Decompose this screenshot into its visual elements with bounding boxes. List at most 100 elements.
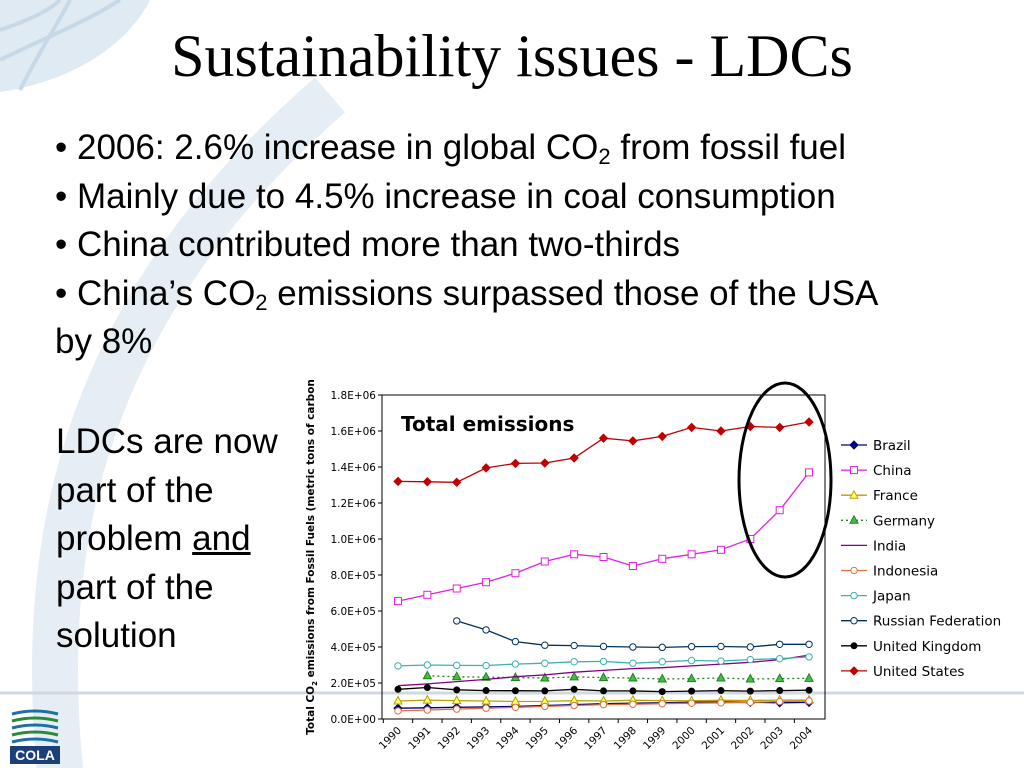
legend-label: China bbox=[873, 463, 912, 479]
data-point-china bbox=[775, 506, 784, 515]
y-tick-label: 4.0E+05 bbox=[331, 642, 377, 654]
x-tick-label: 1997 bbox=[582, 725, 609, 752]
data-point-germany bbox=[657, 673, 668, 683]
data-point-united-states bbox=[716, 426, 726, 436]
bullet-item: • China contributed more than two-thirds bbox=[55, 221, 1005, 270]
data-point-united-kingdom bbox=[453, 686, 461, 694]
data-point-japan bbox=[599, 657, 608, 666]
data-point-china bbox=[716, 545, 725, 554]
chart-title: Total emissions bbox=[401, 412, 574, 436]
data-point-united-states bbox=[540, 458, 550, 468]
x-tick-label: 1996 bbox=[553, 724, 581, 752]
data-point-japan bbox=[687, 656, 696, 665]
bullet-text: • 2006: 2.6% increase in global CO bbox=[55, 128, 599, 167]
legend-label: France bbox=[873, 488, 918, 504]
bullet-subscript: 2 bbox=[598, 144, 611, 169]
data-point-germany bbox=[628, 672, 638, 682]
x-tick-label: 1992 bbox=[435, 725, 462, 752]
legend-swatch-marker bbox=[850, 466, 858, 475]
data-point-indonesia bbox=[658, 700, 666, 708]
x-tick-label: 1991 bbox=[406, 725, 433, 752]
data-point-united-kingdom bbox=[541, 687, 549, 695]
cola-logo: COLA bbox=[10, 709, 60, 764]
data-point-russian-federation bbox=[570, 641, 578, 650]
data-point-russian-federation bbox=[717, 642, 725, 651]
legend-label: Russian Federation bbox=[873, 614, 1001, 630]
data-point-united-kingdom bbox=[629, 687, 637, 695]
legend-label: India bbox=[873, 538, 906, 554]
data-point-japan bbox=[746, 655, 755, 664]
data-point-china bbox=[599, 553, 608, 561]
data-point-russian-federation bbox=[775, 640, 784, 648]
legend-label: United Kingdom bbox=[873, 639, 981, 655]
y-tick-label: 1.4E+06 bbox=[331, 462, 377, 474]
data-point-indonesia bbox=[775, 697, 784, 706]
y-axis-label-subscript: 2 bbox=[311, 681, 319, 686]
globe-corner bbox=[0, 0, 150, 92]
bullet-text-tail: from fossil fuel bbox=[610, 128, 847, 167]
data-point-germany bbox=[481, 671, 491, 681]
legend-label: United States bbox=[873, 664, 964, 680]
data-point-indonesia bbox=[423, 706, 432, 714]
legend-swatch-marker bbox=[850, 617, 858, 625]
data-point-united-states bbox=[598, 433, 609, 443]
data-point-japan bbox=[805, 653, 813, 661]
data-point-japan bbox=[658, 658, 666, 666]
data-point-japan bbox=[717, 657, 725, 665]
data-point-china bbox=[658, 554, 667, 563]
data-point-indonesia bbox=[482, 704, 490, 712]
series-india bbox=[397, 654, 810, 687]
data-point-japan bbox=[394, 662, 402, 670]
data-point-united-states bbox=[422, 477, 433, 487]
data-point-japan bbox=[453, 661, 461, 670]
data-point-indonesia bbox=[511, 703, 520, 711]
data-point-united-states bbox=[657, 431, 667, 442]
highlight-ellipse bbox=[737, 381, 833, 579]
x-tick-label: 1994 bbox=[494, 724, 522, 752]
data-point-russian-federation bbox=[511, 637, 520, 646]
data-point-united-kingdom bbox=[776, 687, 784, 695]
data-point-france bbox=[393, 695, 403, 705]
data-point-japan bbox=[482, 661, 490, 670]
slide-title: Sustainability issues - LDCs bbox=[171, 23, 853, 89]
data-point-japan bbox=[511, 660, 520, 668]
data-point-russian-federation bbox=[541, 641, 549, 649]
data-point-united-states bbox=[393, 476, 403, 487]
legend-entry-china: China bbox=[841, 463, 912, 479]
data-point-china bbox=[511, 569, 520, 578]
data-point-russian-federation bbox=[629, 643, 637, 651]
data-point-indonesia bbox=[687, 699, 696, 707]
legend-swatch-marker bbox=[849, 666, 859, 676]
x-tick-label: 1995 bbox=[524, 725, 551, 752]
y-tick-label: 1.6E+06 bbox=[331, 426, 377, 438]
series-china bbox=[394, 468, 814, 606]
data-point-germany bbox=[686, 673, 697, 683]
bullet-text: • China’s CO bbox=[55, 273, 256, 313]
legend-entry-india: India bbox=[841, 538, 906, 554]
data-point-russian-federation bbox=[482, 626, 490, 634]
legend-swatch-marker bbox=[850, 591, 858, 600]
y-axis-label-text-tail: emissions from Fossil Fuels (metric tons… bbox=[305, 379, 317, 681]
background-arc bbox=[32, 77, 346, 768]
data-point-russian-federation bbox=[658, 643, 666, 652]
x-tick-label: 2002 bbox=[729, 725, 756, 752]
data-point-china bbox=[570, 550, 579, 559]
data-point-united-kingdom bbox=[570, 685, 578, 693]
data-point-indonesia bbox=[629, 700, 637, 708]
data-point-indonesia bbox=[453, 705, 461, 713]
legend-label: Germany bbox=[873, 513, 935, 529]
legend-swatch-marker bbox=[849, 489, 859, 499]
emissions-chart: 0.0E+00 2.0E+05 4.0E+05 6.0E+05 8.0E+05 1.0E+… bbox=[305, 379, 1001, 752]
data-point-russian-federation bbox=[687, 642, 696, 651]
x-tick-label: 2003 bbox=[758, 725, 785, 752]
data-point-indonesia bbox=[746, 698, 755, 706]
series-japan bbox=[394, 653, 813, 670]
data-point-united-states bbox=[569, 453, 579, 463]
legend-swatch-marker bbox=[850, 642, 858, 650]
plot-frame bbox=[381, 394, 826, 720]
legend-swatch-marker bbox=[849, 440, 859, 450]
data-point-germany bbox=[804, 672, 814, 682]
data-point-china bbox=[452, 584, 461, 593]
x-tick-label: 1998 bbox=[612, 725, 639, 752]
y-tick-label: 1.0E+06 bbox=[331, 534, 377, 546]
